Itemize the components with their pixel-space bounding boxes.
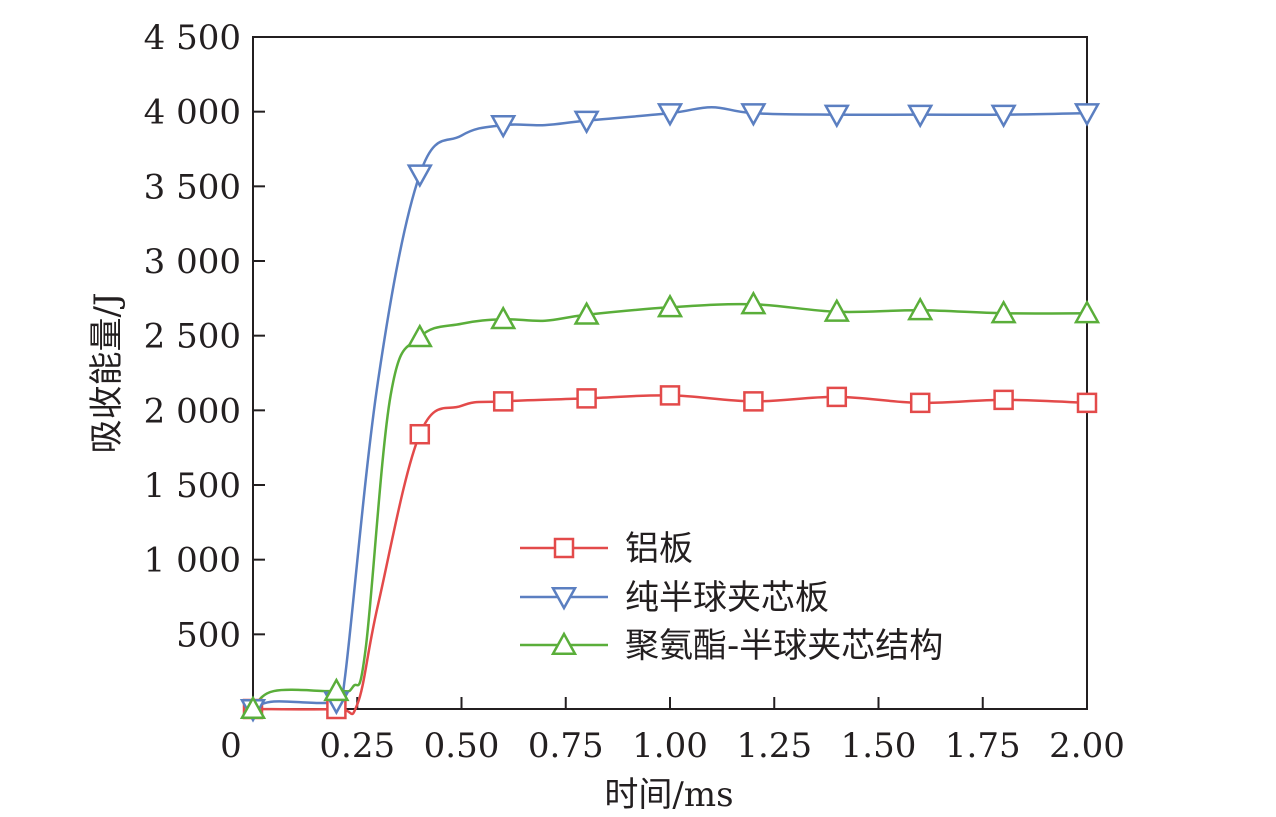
x-tick-label: 0.75	[528, 726, 604, 766]
legend-item: 聚氨酯-半球夹芯结构	[520, 626, 943, 666]
data-point-marker	[239, 695, 267, 720]
y-tick-label: 4 000	[144, 93, 241, 133]
data-point-marker	[823, 298, 850, 322]
data-point-marker	[573, 110, 600, 135]
x-tick-label: 1.50	[841, 726, 917, 766]
data-point-marker	[406, 164, 433, 188]
data-point-marker	[993, 389, 1014, 411]
series-markers-2	[239, 290, 1101, 720]
data-point-marker	[909, 392, 931, 414]
data-point-marker	[990, 299, 1017, 324]
x-tick-label: 1.00	[632, 726, 708, 766]
data-point-marker	[492, 391, 514, 412]
data-point-marker	[656, 103, 684, 127]
y-axis-ticks: 500 1 000 1 500 2 000 2 500 3 000 3 500 4 000 4 …	[144, 18, 265, 655]
data-point-marker	[490, 305, 517, 330]
y-tick-label: 1 500	[144, 466, 241, 506]
y-tick-label: 4 500	[144, 18, 241, 58]
y-tick-label: 2 500	[144, 317, 241, 357]
y-axis-title: 吸收能量/J	[87, 292, 127, 453]
data-point-marker	[573, 301, 600, 325]
y-tick-label: 1 000	[144, 541, 241, 581]
data-point-marker	[907, 104, 934, 129]
data-point-marker	[490, 115, 517, 139]
data-point-marker	[1076, 392, 1098, 414]
y-tick-label: 3 000	[144, 242, 241, 282]
legend-marker-swatch	[553, 537, 575, 559]
data-point-marker	[990, 104, 1017, 129]
x-tick-label: 1.25	[736, 726, 812, 766]
data-point-marker	[576, 388, 597, 409]
legend-label: 纯半球夹芯板	[625, 578, 829, 618]
data-point-marker	[323, 677, 350, 702]
data-point-marker	[659, 385, 681, 406]
x-tick-label: 0	[220, 726, 242, 766]
data-point-marker	[826, 386, 848, 408]
y-tick-label: 3 500	[144, 167, 241, 207]
x-axis-title: 时间/ms	[604, 775, 733, 815]
x-tick-label: 0.50	[424, 726, 500, 766]
y-tick-label: 2 000	[144, 391, 241, 431]
series-line	[252, 105, 1088, 713]
series-layer	[239, 103, 1101, 723]
legend-item: 纯半球夹芯板	[520, 578, 829, 618]
legend-marker-swatch	[550, 631, 578, 656]
y-tick-label: 500	[176, 615, 241, 655]
data-point-marker	[907, 296, 934, 321]
series-1	[252, 105, 1088, 713]
data-point-marker	[409, 423, 431, 445]
legend-item: 铝板	[520, 529, 693, 569]
data-point-marker	[1073, 103, 1101, 127]
x-tick-label: 0.25	[319, 726, 395, 766]
data-point-marker	[406, 323, 433, 348]
legend-marker-swatch	[550, 586, 578, 611]
data-point-marker	[740, 103, 767, 127]
data-point-marker	[823, 104, 850, 129]
data-point-marker	[740, 290, 767, 315]
x-axis-ticks: 0 0.25 0.50 0.75 1.00 1.25 1.50 1.75 2.00	[220, 697, 1125, 766]
legend-label: 铝板	[625, 529, 693, 569]
data-point-marker	[656, 293, 684, 318]
legend-label: 聚氨酯-半球夹芯结构	[625, 626, 943, 666]
x-tick-label: 1.75	[945, 726, 1021, 766]
data-point-marker	[1073, 299, 1101, 324]
data-point-marker	[743, 391, 764, 412]
x-tick-label: 2.00	[1049, 726, 1125, 766]
